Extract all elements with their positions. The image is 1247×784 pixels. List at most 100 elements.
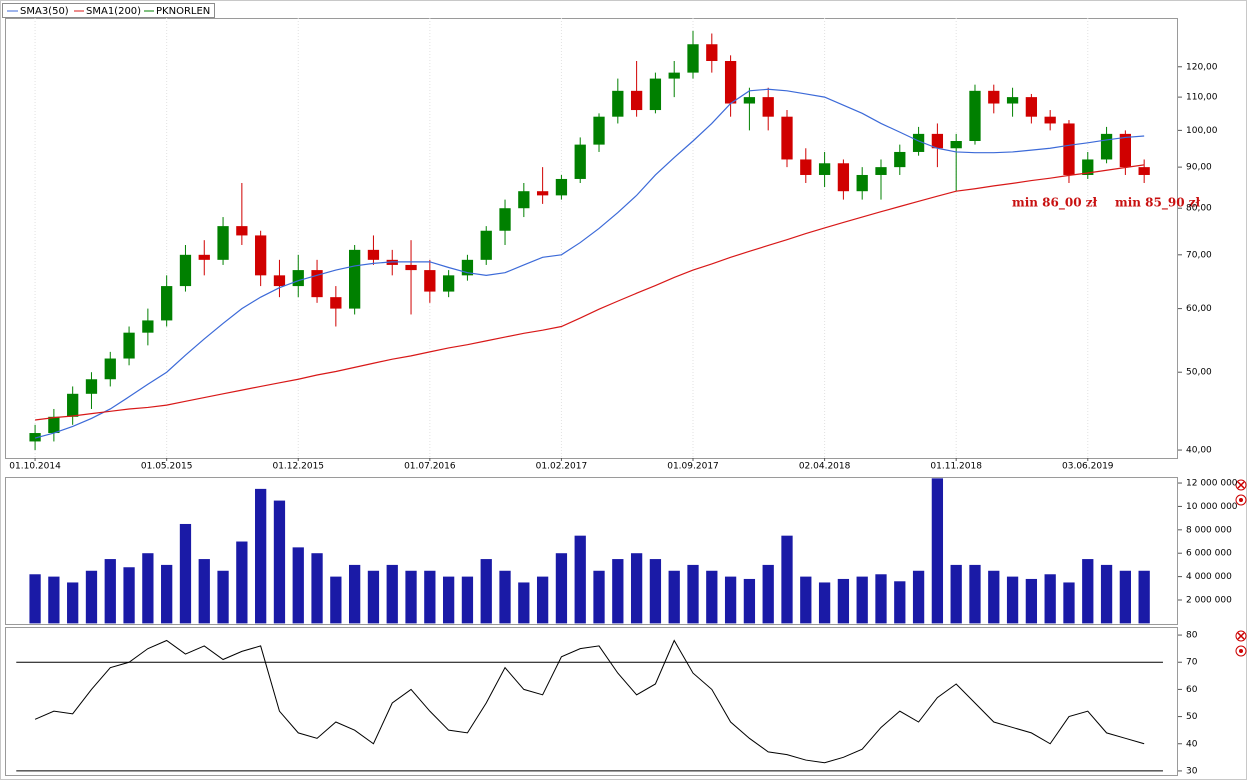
candle-body xyxy=(499,208,511,231)
volume-bar xyxy=(161,564,173,624)
moving-average-line xyxy=(34,88,1145,439)
volume-bar xyxy=(1100,564,1113,624)
candle-body xyxy=(311,270,323,298)
volume-bar xyxy=(198,559,210,624)
candle-body xyxy=(1044,116,1056,124)
y-tick-label: 40,00 xyxy=(1186,446,1212,456)
x-tick-label: 01.02.2017 xyxy=(536,462,588,472)
volume-bar xyxy=(1025,578,1038,624)
price-panel xyxy=(5,18,1178,459)
volume-bar xyxy=(179,523,192,624)
volume-bar xyxy=(1082,559,1094,624)
y-tick-label: 90,00 xyxy=(1186,163,1212,173)
candle-body xyxy=(1082,159,1094,175)
y-tick-label: 70,00 xyxy=(1186,250,1212,260)
legend-box xyxy=(2,3,215,18)
x-tick-label: 01.11.2018 xyxy=(930,462,982,472)
volume-bar xyxy=(894,581,906,624)
candle-body xyxy=(255,235,267,276)
y-tick-label: 50,00 xyxy=(1186,368,1212,378)
panel-icons xyxy=(1235,479,1247,657)
moving-average-line xyxy=(35,164,1145,421)
candle-body xyxy=(1025,97,1038,117)
y-tick-label: 60,00 xyxy=(1186,304,1212,314)
volume-bar xyxy=(292,547,304,624)
close-icon[interactable] xyxy=(1235,479,1247,491)
volume-bar xyxy=(950,564,962,624)
candle-body xyxy=(1006,97,1019,104)
y-tick-label: 80 xyxy=(1186,631,1198,641)
close-icon[interactable] xyxy=(1235,630,1247,642)
candle-body xyxy=(67,393,79,417)
settings-icon[interactable] xyxy=(1235,494,1247,506)
volume-bar xyxy=(29,574,41,624)
candle-body xyxy=(85,379,98,394)
candle-body xyxy=(349,249,361,309)
volume-bar xyxy=(912,570,925,624)
candle-body xyxy=(574,144,586,179)
volume-bar xyxy=(687,564,699,624)
y-tick-label: 100,00 xyxy=(1186,126,1218,136)
volume-bar xyxy=(255,488,267,624)
x-tick-label: 03.06.2019 xyxy=(1062,462,1114,472)
volume-bar xyxy=(142,553,154,624)
candle-body xyxy=(217,226,229,260)
volume-bar xyxy=(555,553,568,624)
candle-body xyxy=(161,286,173,321)
y-tick-label: 10 000 000 xyxy=(1186,502,1238,512)
volume-bar xyxy=(781,535,793,624)
candle-body xyxy=(48,416,60,434)
volume-bar xyxy=(574,535,586,624)
volume-bar xyxy=(818,582,831,624)
candle-body xyxy=(405,264,417,271)
y-tick-label: 12 000 000 xyxy=(1186,479,1238,489)
candle-body xyxy=(461,259,474,276)
legend-label: SMA1(200) xyxy=(86,6,141,17)
candle-body xyxy=(1063,123,1075,175)
volume-bar xyxy=(536,576,549,624)
volume-bar xyxy=(837,578,850,624)
volume-bar xyxy=(480,559,492,624)
candle-body xyxy=(424,270,436,292)
y-tick-label: 2 000 000 xyxy=(1186,596,1232,606)
candle-body xyxy=(875,167,887,175)
candle-body xyxy=(762,97,774,117)
candle-body xyxy=(292,270,304,287)
legend-label: PKNORLEN xyxy=(156,6,210,17)
candle-body xyxy=(687,44,699,73)
candle-body xyxy=(367,249,380,260)
volume-bar xyxy=(612,559,624,624)
y-tick-label: 50 xyxy=(1186,712,1198,722)
volume-bar xyxy=(649,559,662,624)
volume-bar xyxy=(762,564,774,624)
candle-body xyxy=(706,44,718,61)
settings-icon[interactable] xyxy=(1235,645,1247,657)
candle-body xyxy=(330,297,342,309)
volume-bar xyxy=(499,570,511,624)
rsi-panel xyxy=(5,627,1178,776)
volume-bar xyxy=(969,564,981,624)
y-tick-label: 60 xyxy=(1186,685,1198,695)
volume-bar xyxy=(856,576,868,624)
volume-bar xyxy=(724,576,737,624)
candle-body xyxy=(724,60,737,104)
candle-body xyxy=(743,97,756,104)
x-tick-label: 01.10.2014 xyxy=(9,462,61,472)
candle-body xyxy=(800,159,812,175)
candle-body xyxy=(894,151,906,168)
candle-body xyxy=(668,72,680,79)
volume-bar xyxy=(1063,582,1075,624)
volume-bar xyxy=(442,576,455,624)
volume-bar xyxy=(424,570,436,624)
candle-body xyxy=(837,163,850,192)
y-tick-label: 30 xyxy=(1186,766,1198,776)
volume-bar xyxy=(67,582,79,624)
volume-bar xyxy=(405,570,417,624)
volume-bar xyxy=(367,570,380,624)
candle-body xyxy=(179,254,192,287)
candle-body xyxy=(555,178,568,196)
volume-bar xyxy=(85,570,98,624)
candle-body xyxy=(931,133,944,149)
candle-body xyxy=(818,163,831,175)
